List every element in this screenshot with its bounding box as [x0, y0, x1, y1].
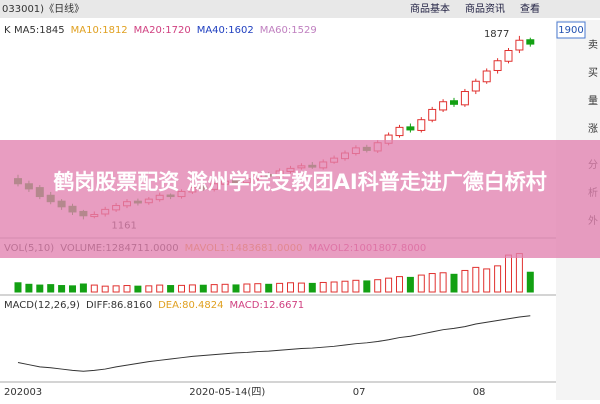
- volume-bar: [188, 284, 196, 293]
- volume-bar: [25, 283, 33, 293]
- volume-bar: [265, 283, 273, 293]
- side-label: 涨: [588, 123, 598, 135]
- volume-bar: [112, 285, 120, 293]
- volume-bar: [178, 284, 185, 293]
- legend-item: MA60:1529: [260, 25, 317, 36]
- candle-body: [439, 101, 448, 111]
- candle-body: [395, 126, 404, 137]
- legend-item: MA20:1720: [134, 25, 191, 36]
- volume-bar: [297, 282, 305, 293]
- candle-body: [428, 108, 437, 121]
- volume-bar: [439, 272, 447, 293]
- tab[interactable]: 商品基本: [410, 2, 450, 15]
- side-label: 买: [588, 67, 598, 79]
- volume-bar: [515, 253, 523, 293]
- volume-bar: [319, 281, 327, 293]
- tab[interactable]: 商品资讯: [465, 2, 505, 15]
- code: 033001)《日线》: [2, 2, 84, 15]
- volume-bar: [232, 284, 240, 293]
- legend-item: MA40:1602: [197, 25, 254, 36]
- indicator-label: DIFF:86.8160: [86, 300, 152, 311]
- indicator-label: MACD(12,26,9): [4, 300, 80, 311]
- volume-bar: [352, 279, 360, 293]
- volume-bar: [461, 269, 469, 293]
- legend-item: MA10:1812: [71, 25, 128, 36]
- volume-bar: [145, 285, 153, 293]
- volume-bar: [254, 283, 262, 293]
- volume-bar: [396, 276, 403, 293]
- volume-bar: [330, 281, 338, 293]
- volume-bar: [210, 284, 218, 293]
- price-tag: [556, 21, 586, 39]
- volume-bar: [494, 265, 502, 293]
- indicator-label: DEA:80.4824: [158, 300, 223, 311]
- volume-bar: [385, 277, 393, 293]
- x-tick-label: 07: [353, 387, 366, 398]
- volume-bar: [308, 282, 316, 293]
- indicator-label: MACD:12.6671: [229, 300, 304, 311]
- volume-bar: [483, 268, 491, 293]
- volume-bar: [69, 285, 76, 293]
- y-tick-label: 1900: [558, 25, 583, 36]
- side-label: 卖: [588, 39, 598, 51]
- candle-body: [471, 80, 480, 92]
- candle-body: [417, 119, 426, 131]
- volume-bar: [58, 285, 66, 293]
- volume-bar: [450, 273, 458, 293]
- x-tick-label: 2020-05-14(四): [189, 387, 265, 398]
- volume-bar: [505, 254, 512, 293]
- x-tick-label: 08: [473, 387, 486, 398]
- volume-bar: [276, 282, 284, 293]
- legend-item: MA5:1845: [14, 25, 65, 36]
- volume-bar: [167, 285, 175, 293]
- volume-bar: [79, 283, 87, 293]
- candle-body: [460, 91, 469, 106]
- volume-bar: [134, 285, 142, 293]
- volume-bar: [287, 282, 294, 293]
- volume-bar: [221, 283, 229, 293]
- volume-bar: [363, 280, 371, 293]
- side-label: 量: [588, 95, 598, 107]
- banner: 鹤岗股票配资 滁州学院支教团AI科普走进广德白桥村: [0, 140, 600, 258]
- high-label: 1877: [484, 29, 509, 40]
- volume-bar: [417, 274, 425, 293]
- volume-bar: [243, 283, 251, 293]
- volume-bar: [90, 284, 98, 293]
- volume-bar: [428, 273, 436, 293]
- volume-bar: [123, 285, 131, 293]
- top-bar: [0, 0, 600, 18]
- volume-bar: [36, 284, 44, 293]
- volume-bar: [472, 266, 480, 293]
- candle-body: [493, 60, 502, 71]
- legend-k: K: [4, 25, 11, 36]
- candle-body: [482, 70, 491, 83]
- volume-bar: [101, 285, 109, 293]
- volume-bar: [526, 271, 534, 293]
- tab[interactable]: 查看: [520, 2, 540, 15]
- candle-body: [504, 50, 513, 62]
- x-tick-label: 202003: [4, 387, 42, 398]
- candle-body: [450, 100, 458, 105]
- volume-bar: [406, 276, 414, 293]
- volume-bar: [199, 284, 207, 293]
- volume-bar: [47, 284, 55, 293]
- candle-body: [406, 126, 415, 131]
- dif-line: [17, 315, 531, 372]
- candle-body: [526, 39, 535, 45]
- volume-bar: [156, 284, 164, 293]
- candle-body: [515, 39, 524, 51]
- volume-bar: [14, 282, 22, 293]
- volume-bar: [341, 280, 349, 293]
- volume-bar: [374, 279, 382, 293]
